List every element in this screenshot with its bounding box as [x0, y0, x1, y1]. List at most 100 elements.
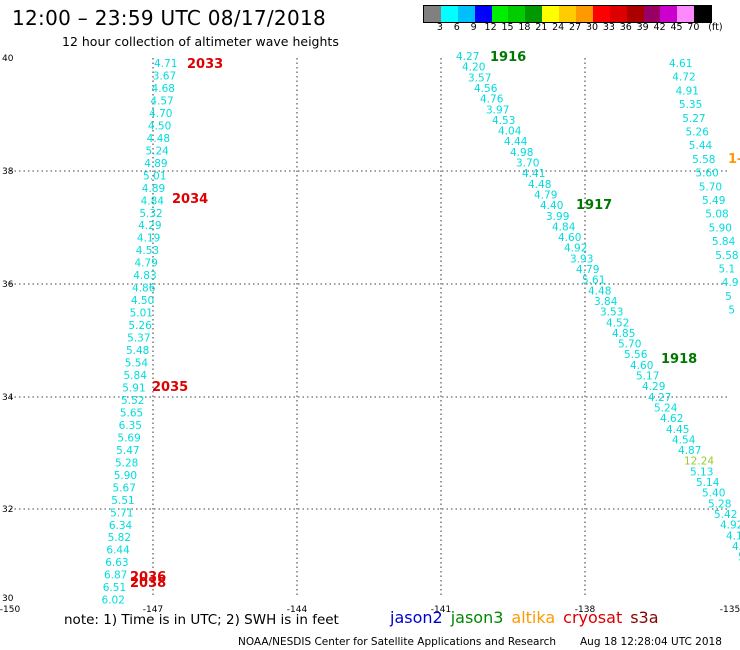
swh-value: 4.57 [150, 95, 173, 107]
swh-value: 4.27 [648, 392, 671, 404]
swh-value: 4.48 [528, 179, 551, 191]
swh-value: 4.40 [540, 200, 563, 212]
swh-value: 4.53 [136, 245, 159, 257]
swh-value: 5.70 [618, 339, 641, 351]
color-scale-label: 45 [670, 22, 683, 33]
swh-value: 5.58 [715, 250, 738, 262]
swh-value: 4.45 [666, 424, 689, 436]
swh-value: 4.79 [576, 264, 599, 276]
swh-value: 5.91 [122, 382, 145, 394]
lon-tick-label: -141 [431, 605, 451, 615]
swh-value: 5.27 [682, 113, 705, 125]
swh-value: 5.26 [686, 127, 710, 139]
lon-tick-label: -135 [720, 605, 740, 615]
color-scale-label: 12 [484, 22, 497, 33]
color-swatch [491, 6, 509, 22]
swh-value: 3.67 [153, 70, 176, 82]
swh-value: 4.56 [474, 83, 498, 95]
swh-value: 5.56 [624, 349, 648, 361]
color-scale-unit: (ft) [708, 22, 723, 33]
units-note: note: 1) Time is in UTC; 2) SWH is in fe… [64, 612, 339, 628]
swh-value: 4.53 [492, 115, 515, 127]
pass-label: 2036 [130, 570, 166, 585]
color-swatch [643, 6, 661, 22]
pass-label: 1918 [661, 352, 697, 367]
color-scale-label: 70 [687, 22, 700, 33]
swh-value: 4.92 [720, 520, 740, 532]
swh-value: 5.49 [702, 195, 725, 207]
swh-value: 3.99 [546, 211, 569, 223]
swh-value: 5.61 [582, 275, 605, 287]
satellite-legend: jason2 jason3 altika cryosat s3a [390, 608, 667, 627]
swh-value: 4.41 [522, 168, 545, 180]
swh-value: 4.27 [456, 51, 479, 63]
swh-value: 4.89 [144, 158, 167, 170]
pass-label: 1917 [576, 198, 612, 213]
swh-value: 5.14 [696, 477, 720, 489]
swh-value: 5.28 [115, 457, 138, 469]
swh-value: 5.58 [692, 154, 715, 166]
swh-value: 5.65 [120, 407, 143, 419]
swh-value: 4.61 [669, 58, 692, 70]
swh-value: 12.24 [684, 456, 714, 468]
color-scale-label: 21 [535, 22, 548, 33]
swh-value: 5.70 [699, 181, 722, 193]
swh-value: 5.44 [689, 140, 713, 152]
swh-value: 5.1 [719, 264, 736, 276]
swh-value: 5.28 [708, 498, 731, 510]
swh-value: 4.68 [152, 83, 175, 95]
swh-value: 5.40 [702, 488, 725, 500]
swh-value: 5.51 [111, 495, 134, 507]
swh-value: 5.26 [128, 320, 152, 332]
swh-value: 5.48 [126, 345, 149, 357]
lat-tick-label: 36 [2, 280, 14, 290]
color-swatch [694, 6, 712, 22]
color-swatch [660, 6, 678, 22]
pass-label: 1- [728, 152, 740, 167]
swh-value: 5 [725, 291, 732, 303]
swh-value: 5.01 [130, 308, 153, 320]
swh-value: 6.51 [103, 582, 126, 594]
swh-value: 4.79 [134, 258, 157, 270]
swh-value: 5.82 [108, 532, 131, 544]
swh-value: 3.84 [594, 296, 618, 308]
swh-value: 6.02 [102, 595, 125, 607]
swh-value: 4.62 [660, 413, 683, 425]
swh-value: 3.93 [570, 253, 593, 265]
pass-label: 2033 [187, 57, 223, 72]
color-scale-label: 30 [585, 22, 599, 33]
swh-value: 4.17 [726, 530, 740, 542]
swh-value: 6.44 [106, 545, 130, 557]
swh-value: 4.84 [552, 221, 576, 233]
swh-value: 5.01 [143, 170, 166, 182]
swh-value: 4.83 [133, 270, 156, 282]
color-swatch [576, 6, 593, 22]
credit-line: NOAA/NESDIS Center for Satellite Applica… [238, 636, 556, 648]
swh-value: 4.54 [672, 434, 696, 446]
color-scale-label: 36 [619, 22, 632, 33]
swh-tracks: 4.713.674.684.574.704.504.485.244.895.01… [102, 51, 740, 607]
color-swatch [542, 6, 560, 22]
axis-labels: -150 -147 -144 -141 -138 -135 40 38 36 34 32 30 [0, 54, 740, 615]
swh-value: 6.35 [119, 420, 142, 432]
swh-value: 4.70 [149, 108, 172, 120]
swh-value: 5.24 [654, 402, 678, 414]
lon-tick-label: -150 [0, 605, 20, 615]
swh-value: 4.19 [137, 233, 160, 245]
swh-value: 5.60 [695, 168, 718, 180]
color-swatch [474, 6, 492, 22]
swh-value: 5.24 [145, 145, 169, 157]
swh-value: 4.85 [612, 328, 635, 340]
lon-tick-label: -138 [575, 605, 596, 615]
color-swatch [525, 6, 543, 22]
lat-tick-label: 40 [2, 54, 14, 64]
swh-value: 5.84 [712, 236, 736, 248]
color-scale-label: 39 [636, 22, 649, 33]
pass-label: 1916 [490, 50, 526, 65]
color-scale-bar [423, 5, 713, 23]
color-scale-label: 27 [569, 22, 582, 33]
color-swatch [626, 6, 644, 22]
swh-value: 5.84 [124, 370, 148, 382]
legend-cryosat: cryosat [563, 608, 623, 627]
